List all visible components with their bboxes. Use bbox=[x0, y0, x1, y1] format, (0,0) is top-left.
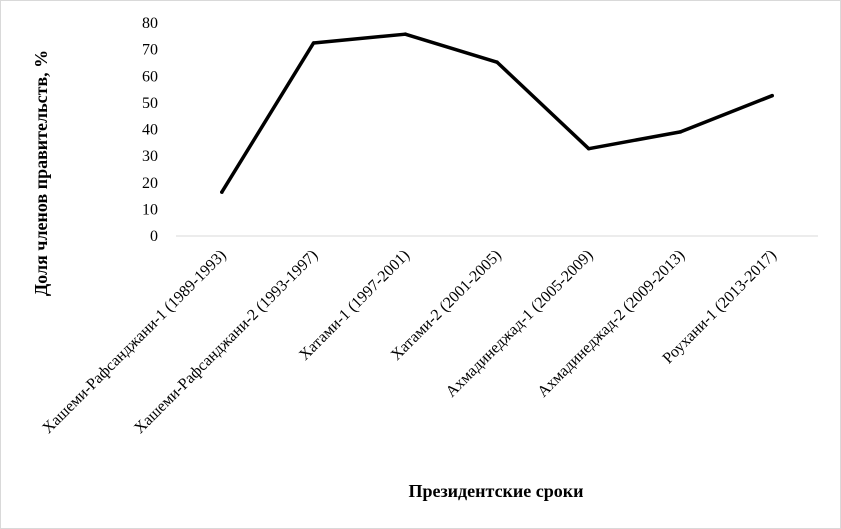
x-tick-label: Хашеми-Рафсанджани-1 (1989-1993) bbox=[39, 247, 229, 437]
y-tick-label: 70 bbox=[142, 42, 158, 59]
y-tick-labels: 0 10 20 30 40 50 60 70 80 bbox=[142, 15, 158, 245]
y-axis-title: Доля членов правительств, % bbox=[31, 50, 51, 296]
y-tick-label: 20 bbox=[142, 175, 158, 192]
data-point bbox=[678, 130, 683, 134]
data-point bbox=[586, 146, 591, 151]
x-tick-labels: Хашеми-Рафсанджани-1 (1989-1993)Хашеми-Р… bbox=[39, 247, 780, 437]
y-tick-label: 60 bbox=[142, 68, 158, 85]
y-tick-label: 30 bbox=[142, 148, 158, 165]
series-points bbox=[220, 32, 774, 194]
x-tick-label: Ахмадинеджад-1 (2005-2009) bbox=[443, 247, 597, 401]
x-tick-label: Хашеми-Рафсанджани-2 (1993-1997) bbox=[131, 247, 321, 437]
y-tick-label: 80 bbox=[142, 15, 158, 32]
y-tick-label: 50 bbox=[142, 95, 158, 112]
y-tick-label: 0 bbox=[150, 228, 158, 245]
data-point bbox=[220, 190, 224, 194]
data-point bbox=[311, 41, 316, 45]
y-tick-label: 40 bbox=[142, 122, 158, 139]
data-point bbox=[770, 93, 774, 98]
data-point bbox=[495, 60, 499, 64]
x-axis-title: Президентские сроки bbox=[408, 481, 583, 501]
y-tick-label: 10 bbox=[142, 201, 158, 218]
series-line bbox=[220, 32, 774, 194]
x-tick-label: Ахмадинеджад-2 (2009-2013) bbox=[534, 247, 688, 401]
data-point bbox=[403, 32, 408, 36]
